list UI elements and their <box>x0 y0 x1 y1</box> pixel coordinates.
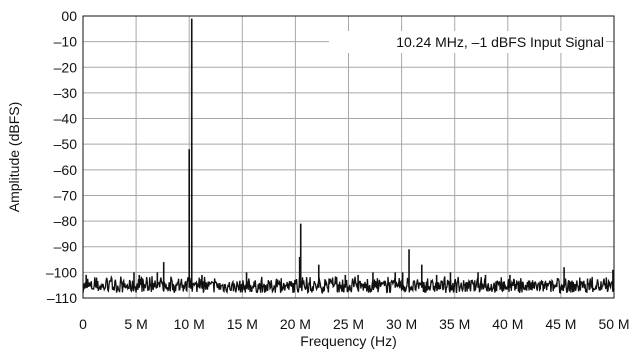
y-axis-label: Amplitude (dBFS) <box>6 102 22 212</box>
y-tick-label: –20 <box>54 59 78 75</box>
x-tick-label: 20 M <box>280 316 311 332</box>
y-tick-label: –110 <box>47 290 77 306</box>
y-tick-label: 00 <box>61 8 77 24</box>
y-tick-label: –10 <box>54 34 78 50</box>
x-tick-label: 30 M <box>386 316 417 332</box>
x-tick-label: 35 M <box>439 316 470 332</box>
x-tick-label: 10 M <box>174 316 205 332</box>
grid <box>82 15 615 299</box>
spurs <box>85 18 614 288</box>
noise-trace <box>82 274 615 295</box>
y-tick-label: –80 <box>54 213 78 229</box>
x-tick-label: 5 M <box>124 316 147 332</box>
x-tick-label: 15 M <box>227 316 258 332</box>
x-tick-label: 40 M <box>492 316 523 332</box>
y-tick-label: –40 <box>54 111 78 127</box>
plot-frame <box>82 15 615 299</box>
x-tick-label: 45 M <box>545 316 576 332</box>
x-tick-label: 25 M <box>333 316 364 332</box>
x-tick-labels: 0 5 M 10 M 15 M 20 M 25 M 30 M 35 M 40 M 45 M 50 M <box>79 316 629 332</box>
x-tick-label: 50 M <box>598 316 629 332</box>
y-tick-label: –100 <box>46 264 77 280</box>
x-tick-label: 0 <box>79 316 87 332</box>
x-axis-label: Frequency (Hz) <box>300 333 396 349</box>
y-tick-label: –90 <box>54 239 78 255</box>
y-tick-labels: 00 –10 –20 –30 –40 –50 –60 –70 –80 –90 –100 –110 <box>46 8 77 306</box>
annotation-background <box>329 31 606 53</box>
annotation: 10.24 MHz, –1 dBFS Input Signal <box>396 34 604 50</box>
noise-floor <box>82 274 615 295</box>
y-tick-label: –50 <box>54 136 78 152</box>
y-tick-label: –70 <box>54 187 78 203</box>
y-tick-label: –30 <box>54 85 78 101</box>
y-tick-label: –60 <box>54 162 78 178</box>
